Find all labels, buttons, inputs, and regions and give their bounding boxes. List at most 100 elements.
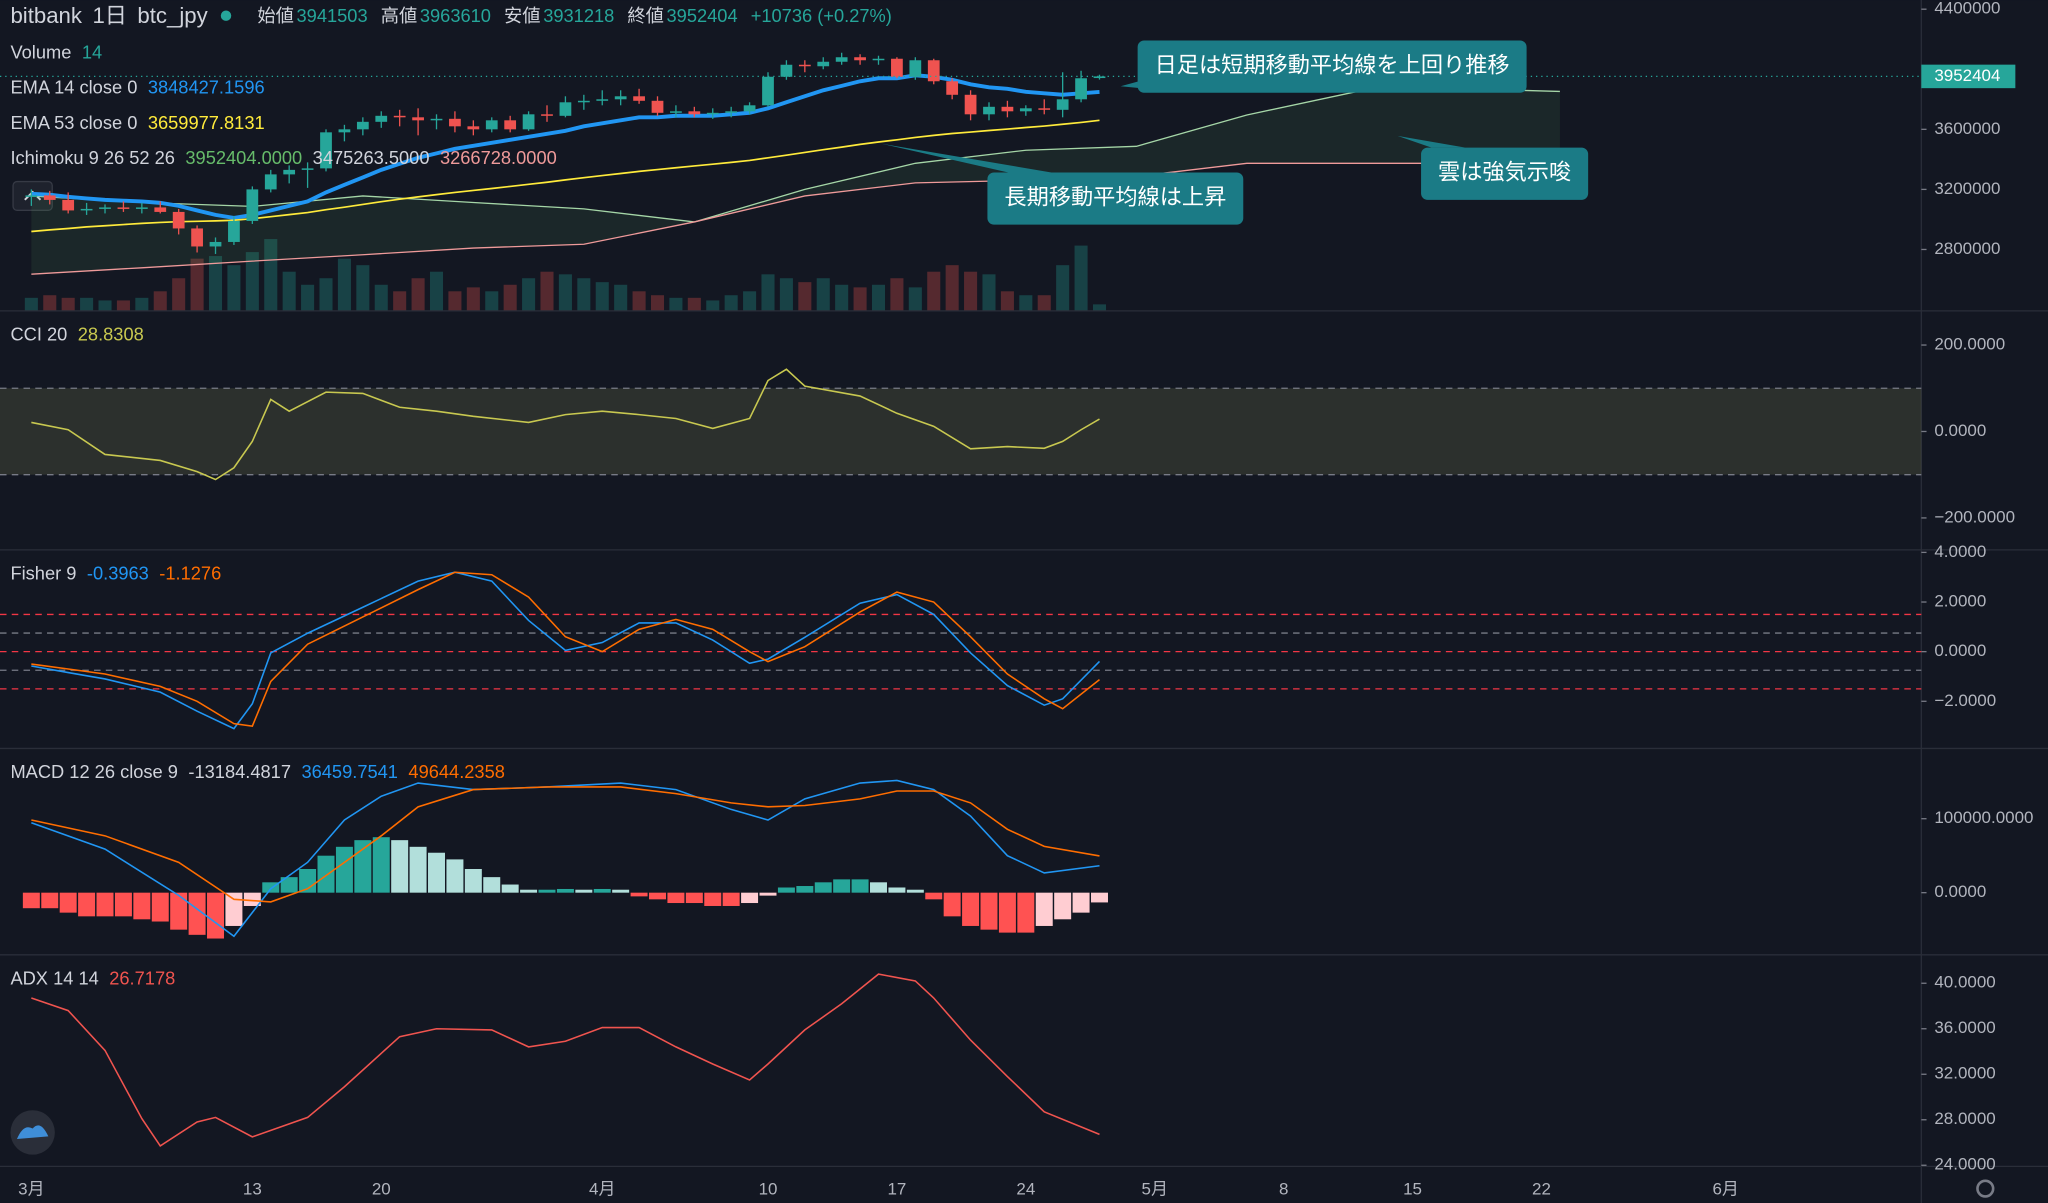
moving-average [31, 73, 1100, 220]
candle-body [356, 121, 369, 130]
legend-text: 3659977.8131 [148, 112, 265, 133]
ichimoku-span-b [31, 162, 1560, 275]
volume-bar [706, 300, 720, 311]
histogram-bar [998, 892, 1016, 933]
x-tick-label: 10 [759, 1179, 778, 1198]
histogram-bar [962, 892, 980, 926]
candle-body [872, 58, 885, 61]
histogram-bar [464, 869, 482, 893]
volume-bar [522, 278, 536, 311]
volume-bar [558, 274, 572, 311]
candle-body [762, 76, 774, 106]
volume-bar [835, 284, 849, 311]
histogram-bar [575, 889, 593, 893]
volume-bar [669, 297, 683, 311]
histogram-bar [501, 884, 519, 893]
volume-bar [1092, 304, 1107, 311]
histogram-bar [538, 889, 556, 893]
volume-bar [301, 284, 315, 311]
status-dot [220, 10, 232, 21]
histogram-bar [906, 889, 924, 893]
histogram-bar [114, 892, 132, 917]
volume-bar [577, 278, 591, 311]
volume-bar [871, 284, 886, 311]
legend-text: 3941503 [297, 5, 368, 26]
volume-bar [1000, 291, 1014, 311]
histogram-bar [335, 846, 353, 893]
callout-pointer [1397, 135, 1466, 148]
candle-body [320, 132, 332, 169]
volume-bar [61, 297, 75, 311]
candle-body [209, 241, 222, 247]
histogram-bar [1054, 892, 1072, 920]
candle-body [964, 94, 977, 115]
candle-body [1056, 99, 1069, 110]
legend-text: 3963610 [420, 5, 491, 26]
candle-body [43, 195, 56, 200]
gear-icon[interactable] [1976, 1179, 1995, 1198]
logo-icon [16, 1125, 49, 1139]
candle-body [301, 168, 314, 170]
volume-bar [80, 297, 94, 311]
histogram-bar [741, 892, 759, 904]
volume-bar [98, 300, 112, 311]
x-tick-label: 13 [243, 1179, 262, 1198]
legend-text: -1.1276 [159, 563, 221, 584]
indicator-line [31, 571, 1101, 730]
legend-text: 49644.2358 [408, 761, 505, 782]
y-tick-label: 4.0000 [1934, 542, 1986, 561]
last-price-label: 3952404 [1934, 66, 2000, 85]
x-tick-label: 4月 [589, 1179, 615, 1198]
x-tick-label: 22 [1532, 1179, 1551, 1198]
volume-bar [43, 295, 57, 311]
volume-bar [1074, 245, 1088, 311]
volume-bar [908, 287, 922, 311]
histogram-bar [1017, 892, 1035, 933]
volume-bar [393, 291, 407, 311]
y-tick-label: 40.0000 [1934, 973, 1995, 992]
histogram-bar [391, 840, 409, 893]
legend-text: 28.8308 [78, 324, 144, 345]
histogram-bar [354, 840, 372, 893]
legend-text: Volume [10, 41, 71, 62]
legend-text: +10736 (+0.27%) [751, 5, 892, 26]
candle-body [1019, 108, 1032, 112]
y-tick-label: 0.0000 [1934, 421, 1986, 440]
legend-text: 14 [82, 41, 102, 62]
y-tick-label: 2800000 [1934, 239, 2000, 258]
candle-body [706, 112, 719, 115]
histogram-bar [556, 888, 574, 893]
candle-body [375, 115, 388, 122]
histogram-bar [925, 892, 943, 900]
candle-body [25, 195, 38, 197]
legend-text: 安値 [504, 5, 541, 26]
histogram-bar [151, 892, 169, 922]
volume-bar [466, 287, 480, 311]
y-tick-label: 3200000 [1934, 179, 2000, 198]
candle-body [135, 207, 148, 209]
candle-body [504, 120, 517, 130]
volume-bar [743, 291, 757, 311]
candle-body [191, 228, 203, 247]
settings-button[interactable] [1976, 1179, 1995, 1198]
histogram-bar [980, 892, 998, 930]
histogram-bar [96, 892, 114, 917]
y-tick-label: 0.0000 [1934, 641, 1986, 660]
callout-text: 長期移動平均線は上昇 [1004, 184, 1226, 209]
histogram-bar [833, 879, 851, 893]
candle-body [909, 60, 922, 77]
legend-text: 3952404 [667, 5, 738, 26]
logo-button[interactable] [10, 1110, 55, 1155]
histogram-bar [1091, 892, 1108, 903]
x-tick-label: 15 [1403, 1179, 1422, 1198]
volume-bar [595, 282, 609, 311]
volume-bar [687, 297, 701, 311]
histogram-bar [299, 869, 317, 893]
histogram-bar [428, 852, 445, 893]
volume-bar [614, 284, 628, 311]
volume-bar [429, 271, 444, 311]
candle-body [1093, 76, 1106, 79]
histogram-bar [796, 886, 814, 893]
